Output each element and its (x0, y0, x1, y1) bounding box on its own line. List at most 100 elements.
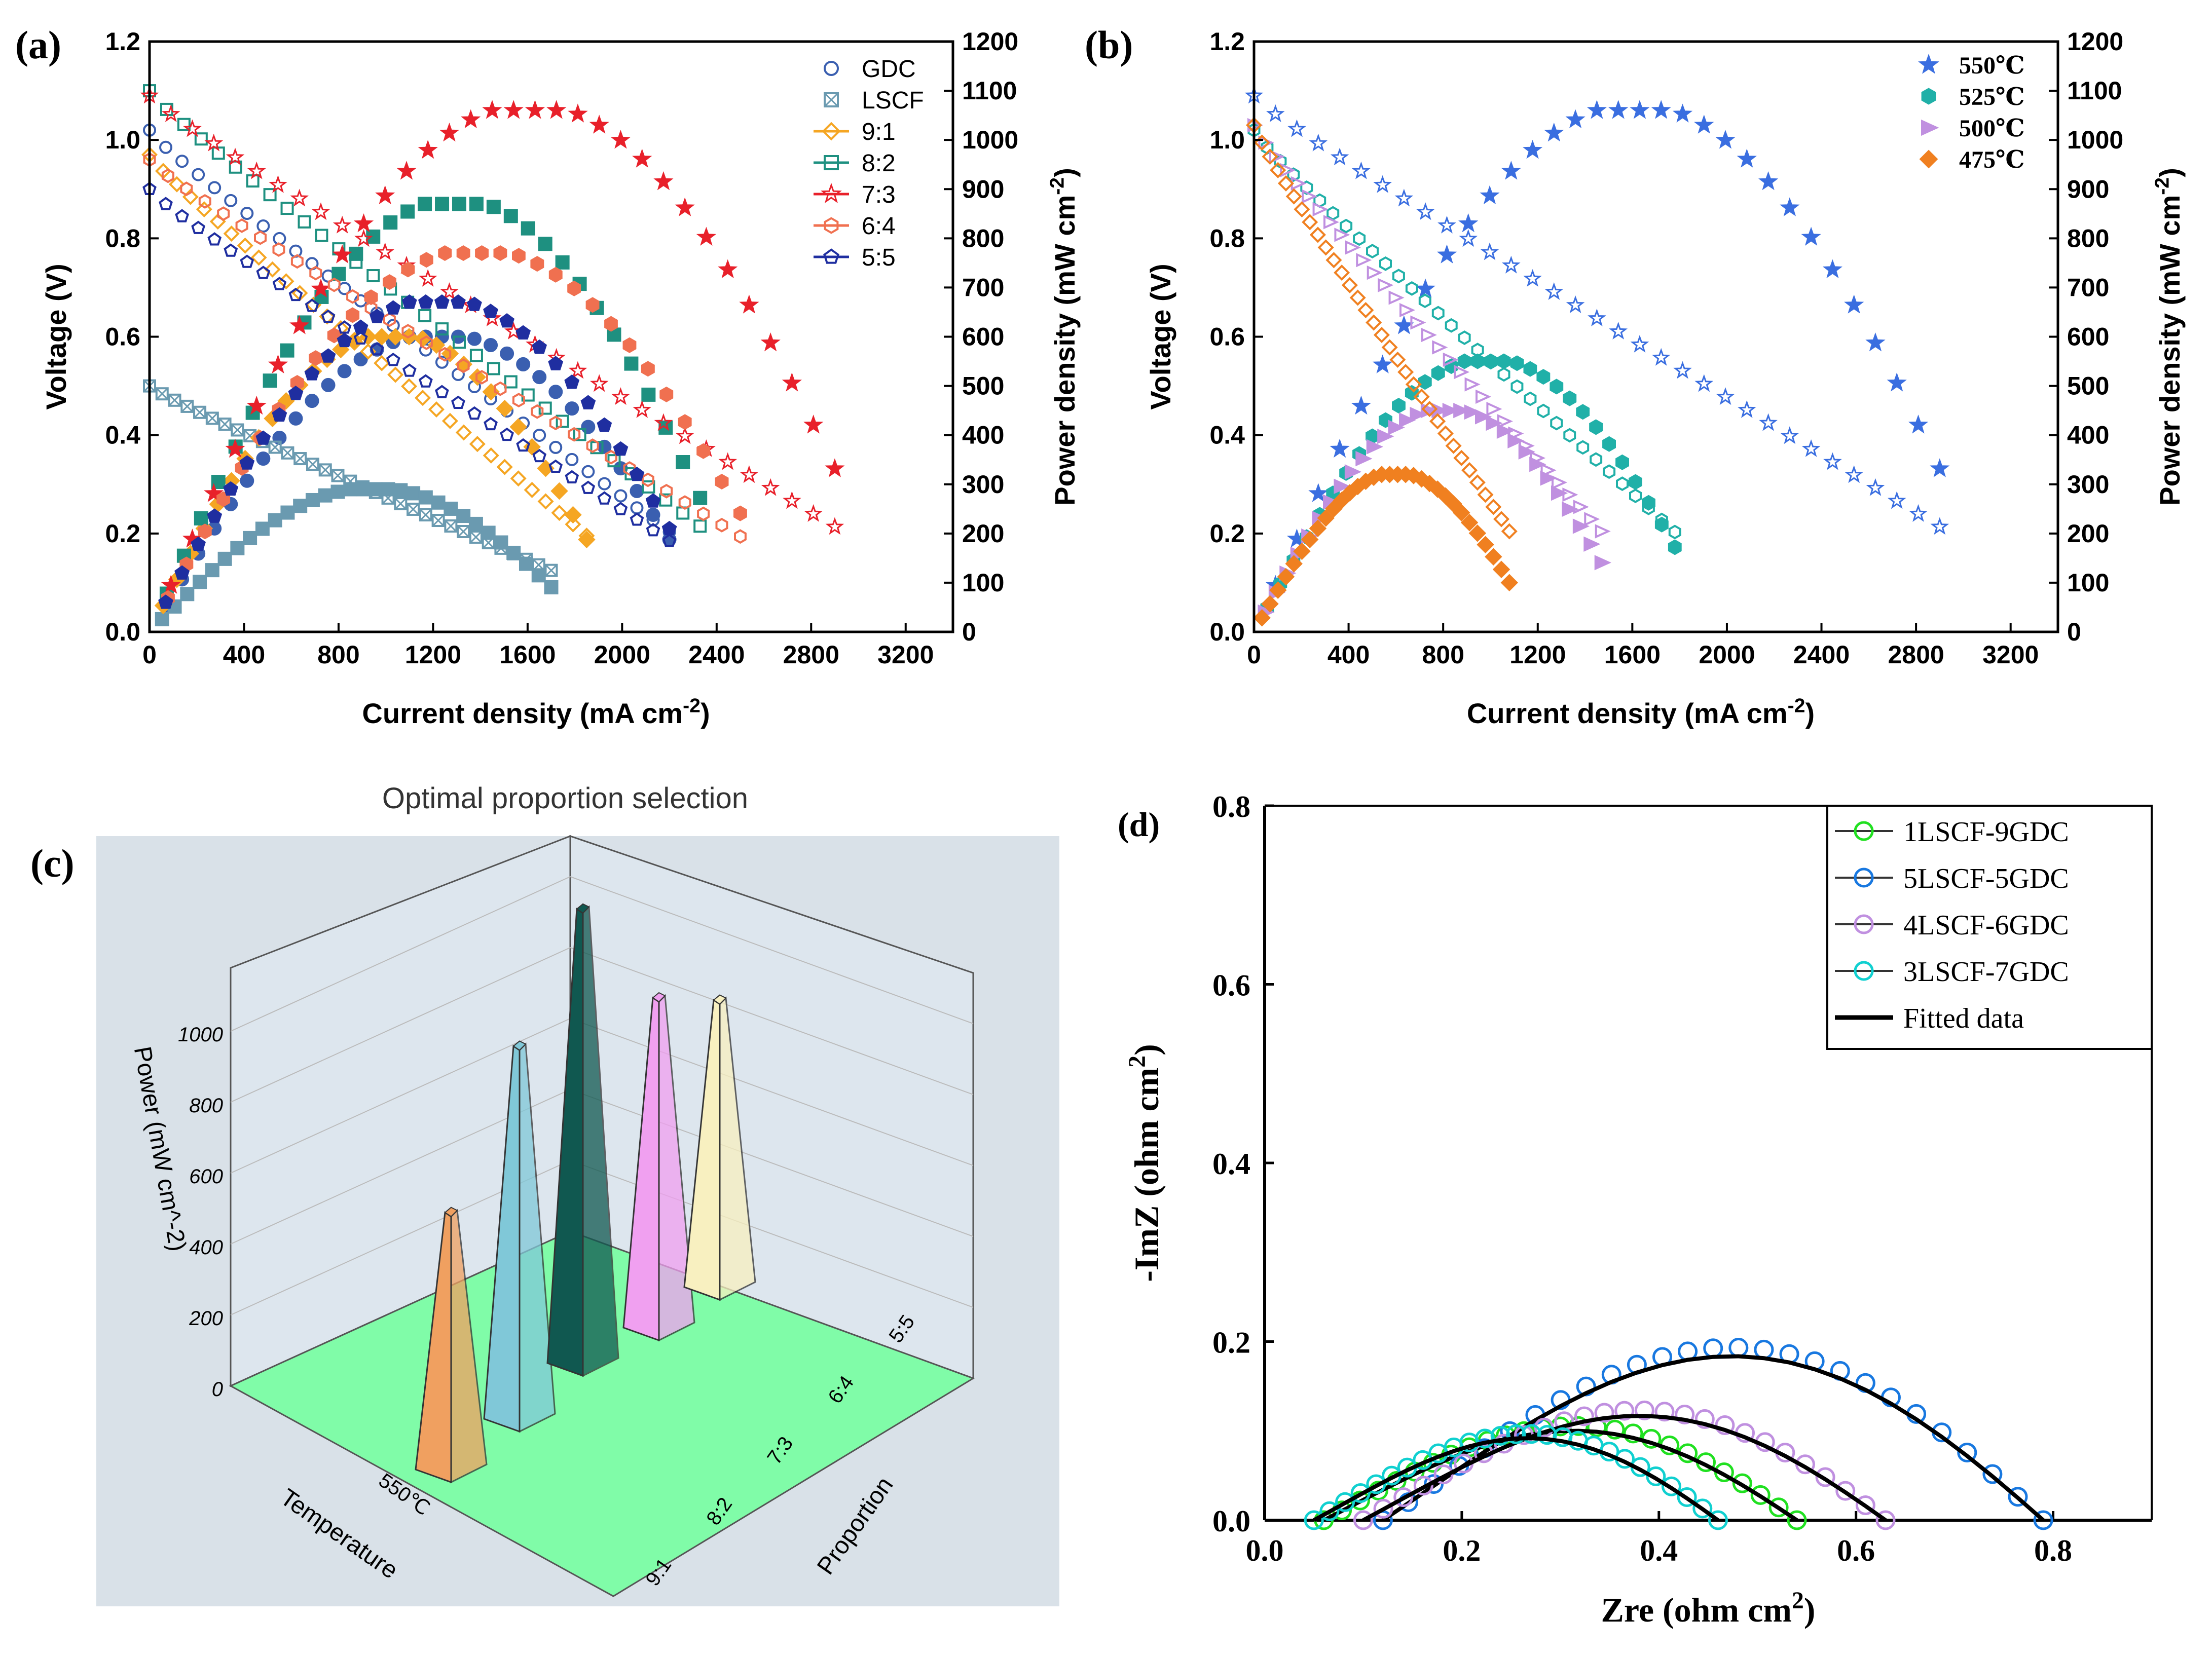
marker-point (1270, 162, 1286, 178)
marker-point (580, 395, 596, 409)
marker-point (1551, 485, 1568, 501)
marker-point (475, 245, 489, 261)
legend-label-2: 9:1 (862, 119, 896, 145)
marker-point (1464, 377, 1481, 392)
marker-point (1930, 458, 1950, 477)
marker-point (1266, 104, 1285, 122)
marker-point (614, 489, 628, 503)
marker-point (268, 354, 288, 373)
marker-point (503, 100, 524, 119)
marker-point (1353, 231, 1366, 246)
y2-tick-label: 900 (962, 175, 1004, 203)
marker-point (654, 413, 673, 431)
marker-point (821, 182, 842, 203)
marker-point (1768, 1497, 1789, 1518)
marker-point (549, 416, 562, 431)
marker-point (223, 481, 239, 496)
marker-point (217, 206, 230, 221)
y2-tick-label: 400 (2067, 421, 2109, 449)
marker-point (1334, 228, 1350, 242)
marker-point (1703, 1338, 1723, 1359)
marker-point (611, 387, 630, 405)
marker-point (532, 448, 547, 463)
marker-point (1716, 387, 1735, 405)
marker-point (589, 115, 609, 134)
bar-top (512, 1040, 527, 1051)
marker-point (1399, 303, 1416, 318)
marker-point (218, 418, 231, 431)
marker-point (1397, 364, 1414, 381)
marker-point (496, 399, 513, 418)
marker-point (1379, 256, 1392, 271)
marker-point (645, 493, 661, 508)
marker-point (306, 458, 319, 471)
marker-point (383, 312, 396, 327)
marker-point (156, 388, 168, 400)
marker-point (1480, 242, 1499, 260)
marker-point (207, 508, 223, 523)
marker-point (441, 412, 458, 429)
fitted-line (1362, 1414, 1887, 1522)
marker-point (739, 294, 759, 314)
marker-point (546, 100, 567, 119)
marker-point (1341, 277, 1358, 293)
marker-point (1501, 161, 1521, 180)
marker-point (550, 482, 568, 500)
marker-point (247, 161, 266, 179)
y-tick-label: 0.6 (1212, 969, 1250, 1002)
marker-point (1325, 252, 1342, 269)
marker-point (263, 188, 277, 202)
marker-point (633, 400, 652, 418)
marker-point (653, 171, 674, 191)
marker-point (1394, 189, 1414, 207)
panel-c-chart: (c) Optimal proportion selection 0 200 400… (30, 782, 1059, 1606)
marker-point (1302, 189, 1318, 204)
marker-point (1616, 476, 1629, 492)
marker-point (1550, 379, 1564, 395)
y2-tick-label: 600 (962, 323, 1004, 351)
marker-point (510, 470, 527, 487)
marker-point (1432, 340, 1448, 355)
marker-point (500, 427, 514, 441)
marker-point (273, 232, 286, 245)
fitted-line (1313, 1436, 1719, 1522)
legend-label-2: 500℃ (1959, 115, 2025, 142)
marker-point (385, 300, 401, 315)
y-tick-label: 0.2 (105, 519, 140, 548)
marker-point (1715, 130, 1736, 149)
marker-point (693, 519, 707, 533)
marker-point (1551, 475, 1568, 490)
marker-point (268, 440, 282, 454)
marker-point (418, 197, 432, 211)
marker-point (1373, 327, 1390, 344)
marker-point (268, 513, 282, 527)
marker-point (161, 104, 180, 122)
marker-point (1694, 115, 1714, 134)
marker-point (1477, 536, 1494, 554)
panel-a-legend: GDC LSCF 9:1 8:2 7:3 6:4 5:5 (814, 56, 924, 271)
marker-point (1373, 1498, 1393, 1519)
marker-point (1602, 436, 1616, 452)
marker-point (419, 508, 432, 522)
marker-point (512, 248, 526, 264)
marker-point (537, 493, 554, 510)
marker-point (494, 536, 508, 549)
marker-point (321, 378, 336, 392)
marker-point (168, 176, 185, 193)
marker-point (823, 248, 839, 264)
marker-point (469, 531, 482, 544)
marker-point (1381, 339, 1398, 356)
marker-point (1801, 439, 1821, 457)
marker-point (1312, 202, 1329, 217)
marker-point (1460, 514, 1479, 532)
marker-point (332, 244, 352, 264)
marker-point (1398, 412, 1416, 428)
marker-point (1262, 148, 1278, 165)
marker-point (548, 356, 564, 370)
y2-tick-label: 800 (2067, 224, 2109, 252)
marker-point (1537, 1425, 1557, 1445)
marker-point (175, 209, 189, 222)
marker-point (455, 424, 472, 441)
marker-point (204, 133, 224, 152)
fitted-line (1382, 1354, 2045, 1522)
